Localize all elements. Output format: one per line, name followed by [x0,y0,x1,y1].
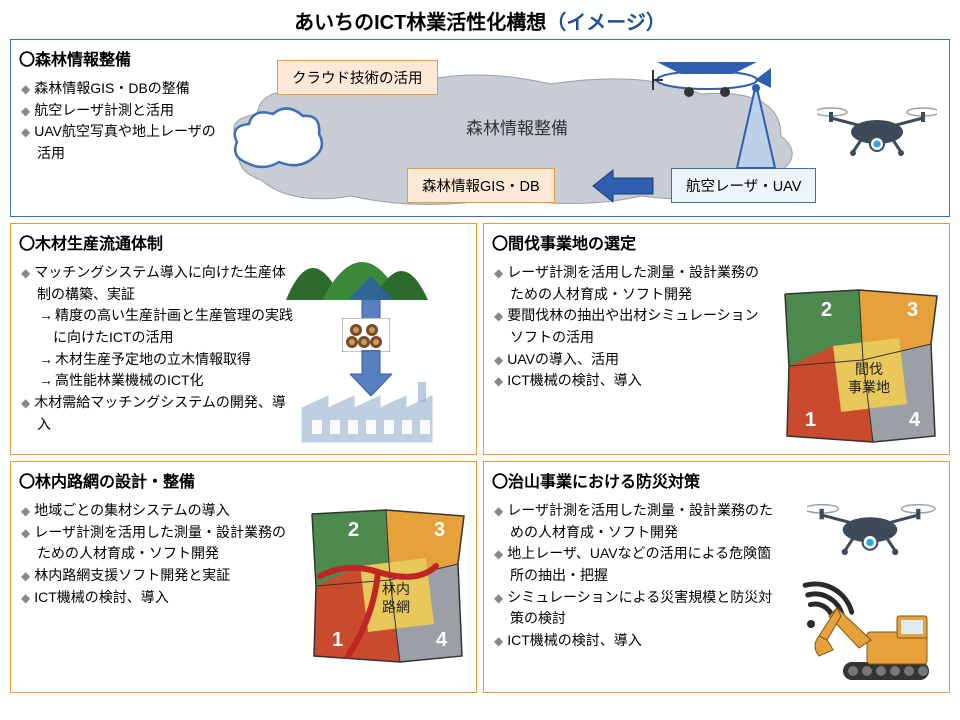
svg-text:3: 3 [434,519,445,541]
drone-icon-2 [807,492,937,564]
parcel-map-road: 林内路網 1 2 3 4 [308,506,468,666]
title-main: あいちのICT林業活性化構想 [294,12,546,34]
airplane-icon [637,40,777,110]
bullets-dis: レーザ計測を活用した測量・設計業務のための人材育成・ソフト開発地上レーザ、UAV… [492,500,779,652]
title-paren: （イメージ） [546,12,666,34]
panel-road: 〇林内路網の設計・整備 地域ごとの集材システムの導入レーザ計測を活用した測量・設… [10,461,477,693]
panel-disaster: 〇治山事業における防災対策 レーザ計測を活用した測量・設計業務のための人材育成・… [483,461,950,693]
svg-text:事業地: 事業地 [848,379,890,395]
page-title: あいちのICT林業活性化構想（イメージ） [10,6,950,35]
svg-text:4: 4 [436,629,448,651]
panel-forest-info: 〇森林情報整備 森林情報GIS・DBの整備航空レーザ計測と活用UAV航空写真や地… [10,39,950,217]
cloud-tag: クラウド技術の活用 [277,60,438,95]
center-label: 森林情報整備 [466,114,568,139]
gis-tag-label: 森林情報GIS・DB [422,179,540,195]
drone-icon [817,96,937,166]
logs-icon [342,318,390,352]
svg-text:3: 3 [907,299,918,321]
laser-tag-label: 航空レーザ・UAV [686,179,801,195]
bullets-thin: レーザ計測を活用した測量・設計業務のための人材育成・ソフト開発要間伐林の抽出や出… [492,262,761,392]
arrow-left-icon [589,168,659,204]
panel-wood: 〇木材生産流通体制 マッチングシステム導入に向けた生産体制の構築、実証精度の高い… [10,223,477,455]
parcel-map-thin: 間伐事業地 1 2 3 4 [781,286,941,446]
excavator-icon [789,576,939,686]
svg-text:2: 2 [348,519,359,541]
sec-title-thin: 〇間伐事業地の選定 [492,230,941,254]
panel-thinning: 〇間伐事業地の選定 レーザ計測を活用した測量・設計業務のための人材育成・ソフト開… [483,223,950,455]
small-cloud-icon [227,102,327,182]
sec-title-dis: 〇治山事業における防災対策 [492,468,941,492]
svg-text:路網: 路網 [382,599,410,615]
cloud-tag-label: クラウド技術の活用 [292,71,423,87]
bullets-forest: 森林情報GIS・DBの整備航空レーザ計測と活用UAV航空写真や地上レーザの活用 [19,78,219,165]
bullets-wood: マッチングシステム導入に向けた生産体制の構築、実証精度の高い生産計画と生産管理の… [19,262,297,436]
gis-tag: 森林情報GIS・DB [407,168,555,203]
svg-text:2: 2 [821,299,832,321]
sec-title-forest: 〇森林情報整備 [19,46,941,70]
svg-text:1: 1 [805,409,816,431]
svg-text:林内: 林内 [382,581,410,597]
svg-text:4: 4 [909,409,921,431]
sec-title-road: 〇林内路網の設計・整備 [19,468,468,492]
factory-icon [298,378,458,448]
svg-text:間伐: 間伐 [855,361,883,377]
svg-text:1: 1 [332,629,343,651]
bullets-road: 地域ごとの集材システムの導入レーザ計測を活用した測量・設計業務のための人材育成・… [19,500,288,608]
